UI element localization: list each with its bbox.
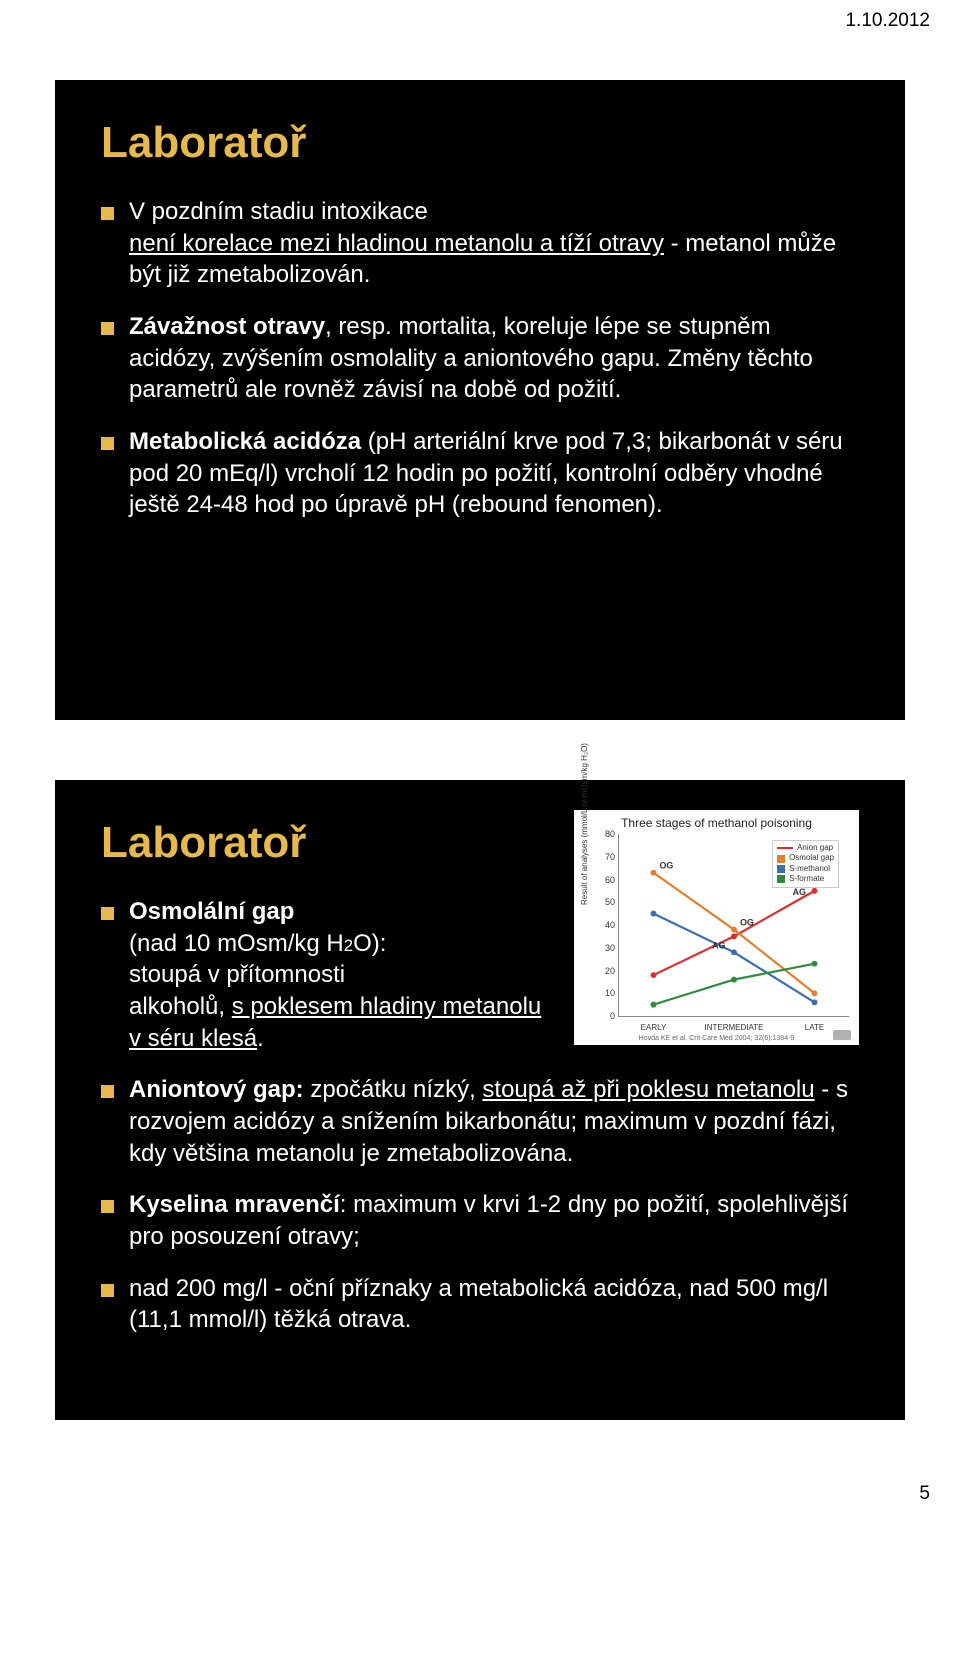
text: V pozdním stadiu intoxikace (129, 198, 428, 225)
chart-ytick: 80 (591, 829, 615, 839)
chart-ytick: 0 (591, 1011, 615, 1021)
text: nad 200 mg/l - oční příznaky a metabolic… (129, 1275, 828, 1334)
text: O): (353, 930, 386, 957)
text: Aniontový gap: (129, 1076, 304, 1103)
text: stoupá až při poklesu metanolu (482, 1076, 814, 1103)
legend-label: Anion gap (797, 843, 833, 853)
legend-label: S-formate (789, 874, 824, 884)
chart-xtick: EARLY (641, 1023, 667, 1032)
chart-title: Three stages of methanol poisoning (574, 816, 859, 830)
legend-item: Anion gap (777, 843, 834, 853)
text: stoupá v přítomnosti (129, 961, 345, 988)
chart-ytick: 40 (591, 920, 615, 930)
slide1-bullets: V pozdním stadiu intoxikace není korelac… (101, 196, 859, 521)
chart-ytick: 30 (591, 943, 615, 953)
legend-label: S-methanol (789, 864, 830, 874)
svg-text:OG: OG (659, 861, 673, 871)
slide2-bullets-top: Osmolální gap (nad 10 mOsm/kg H2O): stou… (101, 896, 558, 1054)
slide-1: Laboratoř V pozdním stadiu intoxikace ne… (55, 80, 905, 720)
slide2-bullet-2: Aniontový gap: zpočátku nízký, stoupá až… (101, 1074, 859, 1169)
chart-ytick: 50 (591, 897, 615, 907)
legend-item: Osmolal gap (777, 853, 834, 863)
text: není korelace mezi hladinou metanolu a t… (129, 230, 664, 257)
chart-ylabel: Result of analyses (mmol/L or mOsm/kg H₂… (580, 743, 589, 905)
slide-2: Laboratoř Osmolální gap (nad 10 mOsm/kg … (55, 780, 905, 1420)
text: zpočátku nízký, (304, 1076, 483, 1103)
slide2-bullet-4: nad 200 mg/l - oční příznaky a metabolic… (101, 1273, 859, 1336)
legend-label: Osmolal gap (789, 853, 834, 863)
slide1-bullet-2: Závažnost otravy, resp. mortalita, korel… (101, 311, 859, 406)
legend-item: S-formate (777, 874, 834, 884)
slides-container: Laboratoř V pozdním stadiu intoxikace ne… (0, 0, 960, 1520)
slide2-title: Laboratoř (101, 818, 558, 868)
chart-caption: Hovda KE et al. Crit Care Med 2004; 32(6… (574, 1035, 859, 1042)
slide1-bullet-1: V pozdním stadiu intoxikace není korelac… (101, 196, 859, 291)
legend-swatch-icon (777, 855, 785, 863)
slide1-title: Laboratoř (101, 118, 859, 168)
svg-text:AG: AG (793, 887, 806, 897)
svg-text:AG: AG (712, 940, 725, 950)
chart-xtick: INTERMEDIATE (705, 1023, 764, 1032)
legend-swatch-icon (777, 847, 793, 849)
chart-ytick: 10 (591, 988, 615, 998)
slide2-bullets-bottom: Aniontový gap: zpočátku nízký, stoupá až… (101, 1074, 859, 1336)
text: Metabolická acidóza (129, 428, 361, 455)
slide2-bullet-1: Osmolální gap (nad 10 mOsm/kg H2O): stou… (101, 896, 558, 1054)
text: Kyselina mravenčí (129, 1191, 340, 1218)
subscript: 2 (344, 936, 353, 955)
svg-text:OG: OG (740, 918, 754, 928)
text: Osmolální gap (129, 898, 294, 925)
page-number: 5 (919, 1483, 930, 1505)
text: (nad 10 mOsm/kg H (129, 930, 344, 957)
text: . (257, 1025, 264, 1052)
text: Závažnost otravy (129, 313, 325, 340)
text: alkoholů, (129, 993, 232, 1020)
legend-swatch-icon (777, 875, 785, 883)
methanol-stages-chart: Three stages of methanol poisoning Resul… (574, 810, 859, 1045)
legend-item: S-methanol (777, 864, 834, 874)
page-date: 1.10.2012 (845, 10, 930, 32)
slide2-bullet-3: Kyselina mravenčí: maximum v krvi 1-2 dn… (101, 1189, 859, 1252)
chart-legend: Anion gapOsmolal gapS-methanolS-formate (772, 840, 839, 888)
slide1-bullet-3: Metabolická acidóza (pH arteriální krve … (101, 426, 859, 521)
chart-ytick: 20 (591, 966, 615, 976)
chart-ytick: 60 (591, 875, 615, 885)
chart-xtick: LATE (805, 1023, 824, 1032)
legend-swatch-icon (777, 865, 785, 873)
chart-logo-icon (833, 1030, 851, 1040)
chart-ytick: 70 (591, 852, 615, 862)
